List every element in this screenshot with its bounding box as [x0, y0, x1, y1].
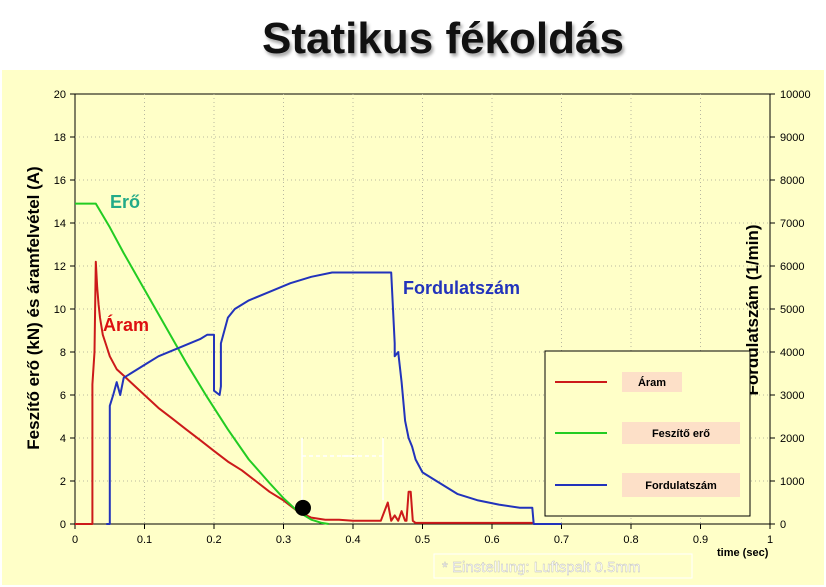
y-axis-left-label: Feszítő erő (kN) és áramfelvétel (A) — [24, 166, 43, 449]
legend-label-feszito: Feszítő erő — [652, 428, 710, 440]
y-left-tick-label: 20 — [54, 89, 66, 101]
y-left-tick-label: 18 — [54, 132, 66, 144]
y-left-tick-label: 0 — [60, 519, 66, 531]
series-aram-line — [75, 260, 534, 525]
y-right-tick-label: 6000 — [780, 261, 804, 273]
y-right-tick-label: 9000 — [780, 132, 804, 144]
y-left-tick-label: 2 — [60, 476, 66, 488]
x-tick-label: 0.6 — [484, 534, 499, 546]
x-tick-label: 0.9 — [693, 534, 708, 546]
y-left-tick-label: 4 — [60, 433, 66, 445]
ticks: 0 0.1 0.2 0.3 0.4 0.5 0.6 0.7 0.8 0.9 102468101214… — [54, 89, 811, 546]
x-tick-label: 0.5 — [415, 534, 430, 546]
legend-label-aram: Áram — [638, 376, 666, 389]
y-right-tick-label: 0 — [780, 519, 786, 531]
annotation-fordulatszam: Fordulatszám — [403, 278, 520, 298]
y-left-tick-label: 16 — [54, 175, 66, 187]
operating-point-marker — [294, 499, 311, 516]
time-bracket — [301, 438, 384, 500]
chart: 0 0.1 0.2 0.3 0.4 0.5 0.6 0.7 0.8 0.9 102468101214… — [24, 89, 811, 579]
x-tick-label: 0.7 — [554, 534, 569, 546]
chart-panel: 0 0.1 0.2 0.3 0.4 0.5 0.6 0.7 0.8 0.9 1 0 2 4 6 8 10 12 14… — [2, 70, 824, 585]
y-left-tick-label: 8 — [60, 347, 66, 359]
x-tick-label: 0.3 — [276, 534, 291, 546]
footnote-text: * Einstellung: Luftspalt 0.5mm — [442, 559, 640, 576]
x-tick-label: 0.4 — [345, 534, 360, 546]
x-tick-label: 0.1 — [137, 534, 152, 546]
y-right-tick-label: 3000 — [780, 390, 804, 402]
y-left-tick-label: 6 — [60, 390, 66, 402]
y-left-tick-label: 14 — [54, 218, 66, 230]
y-right-tick-label: 4000 — [780, 347, 804, 359]
y-right-tick-label: 5000 — [780, 304, 804, 316]
page-title: Statikus fékoldás — [262, 14, 624, 63]
y-left-tick-label: 10 — [54, 304, 66, 316]
y-right-tick-label: 8000 — [780, 175, 804, 187]
annotation-aram: Áram — [103, 314, 149, 335]
x-tick-label: 1 — [767, 534, 773, 546]
x-axis-label: time (sec) — [717, 547, 769, 559]
annotation-ero: Erő — [110, 192, 140, 212]
series-fordulatszam-line — [106, 271, 562, 525]
y-right-tick-label: 10000 — [780, 89, 811, 101]
y-right-tick-label: 1000 — [780, 476, 804, 488]
y-right-tick-label: 7000 — [780, 218, 804, 230]
footnote: * Einstellung: Luftspalt 0.5mm — [433, 553, 693, 579]
y-right-tick-label: 2000 — [780, 433, 804, 445]
x-tick-label: 0.2 — [206, 534, 221, 546]
legend-label-fordulatszam: Fordulatszám — [645, 480, 717, 492]
legend: Áram Feszítő erő Fordulatszám — [544, 350, 751, 517]
x-tick-label: 0.8 — [623, 534, 638, 546]
x-tick-label: 0 — [72, 534, 78, 546]
y-left-tick-label: 12 — [54, 261, 66, 273]
